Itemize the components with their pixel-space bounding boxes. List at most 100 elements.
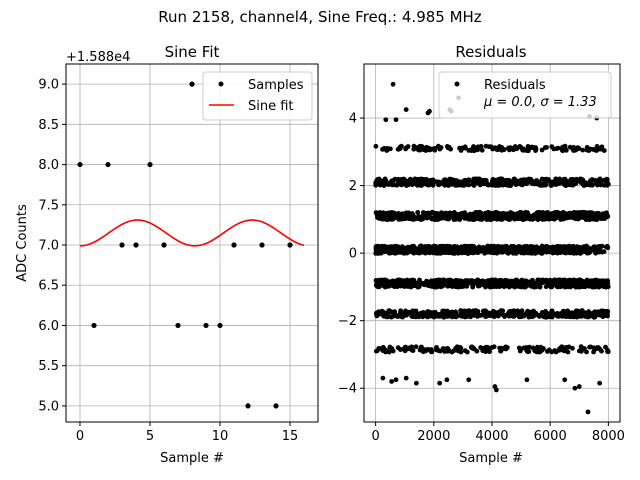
residual-point	[462, 212, 468, 218]
residual-point	[410, 348, 416, 353]
residual-point	[396, 277, 402, 283]
residual-point	[448, 250, 454, 256]
y-tick-label: 6.0	[38, 319, 59, 334]
residual-point	[401, 313, 407, 318]
residual-point	[557, 215, 563, 220]
residual-point	[384, 147, 390, 153]
residual-point	[469, 344, 475, 350]
residual-point	[582, 312, 588, 318]
residual-point	[475, 214, 481, 220]
residual-point	[586, 249, 592, 254]
residual-point	[399, 143, 404, 149]
y-tick-label: 8.5	[38, 118, 59, 133]
residual-point	[467, 248, 473, 254]
residual-point	[411, 308, 417, 314]
residual-point	[514, 277, 520, 283]
residual-point	[445, 212, 451, 217]
residual-point	[520, 280, 526, 286]
legend-residuals-stats: μ = 0.0, σ = 1.33	[483, 95, 597, 110]
residual-point	[516, 247, 522, 252]
residual-point	[598, 214, 604, 220]
sample-point	[259, 242, 265, 248]
residual-point	[550, 249, 556, 254]
residual-point	[482, 214, 488, 219]
residual-point	[509, 282, 515, 288]
legend-samples-marker	[218, 81, 224, 87]
residual-point	[565, 211, 571, 217]
residual-point	[483, 308, 489, 314]
residual-point	[602, 211, 608, 217]
residual-point	[462, 313, 468, 318]
residual-point	[500, 308, 506, 314]
residual-point	[543, 248, 548, 254]
residual-point	[589, 182, 595, 188]
residual-point	[545, 313, 550, 318]
residual-point	[582, 245, 588, 250]
residual-point	[576, 308, 582, 314]
residual-point	[530, 280, 536, 286]
residual-point	[521, 215, 526, 221]
residual-point	[399, 249, 404, 255]
residual-point	[536, 179, 542, 185]
residual-point	[441, 279, 446, 285]
residual-point	[592, 309, 598, 315]
sample-point	[217, 322, 223, 329]
figure-title: Run 2158, channel4, Sine Freq.: 4.985 MH…	[158, 8, 482, 26]
residual-point	[373, 244, 379, 250]
residual-point	[493, 387, 499, 393]
residual-point	[544, 277, 549, 283]
x-tick-label: 15	[282, 429, 299, 444]
y-tick-label: 7.0	[38, 239, 59, 254]
residual-point	[411, 146, 417, 152]
residual-point	[565, 349, 571, 355]
residual-point	[545, 213, 551, 219]
residual-point	[523, 211, 528, 216]
residual-point	[469, 309, 475, 315]
residual-point	[403, 216, 409, 222]
residual-point	[476, 283, 482, 289]
sine-fit-xlabel: Sample #	[160, 451, 224, 466]
residual-point	[383, 178, 389, 184]
residual-point	[558, 245, 564, 251]
residual-point	[377, 283, 382, 289]
residuals-legend: Residuals μ = 0.0, σ = 1.33	[438, 71, 612, 119]
residual-point	[524, 246, 530, 252]
sample-point	[273, 403, 279, 409]
residual-point	[389, 178, 394, 184]
residual-point	[501, 345, 507, 351]
residual-point	[537, 314, 542, 319]
residual-point	[431, 178, 437, 184]
residual-point	[438, 214, 443, 220]
residual-point	[514, 211, 520, 217]
residual-point	[445, 216, 451, 222]
residual-point	[452, 212, 458, 218]
residual-point	[576, 384, 582, 389]
residual-point	[485, 209, 491, 215]
residual-point	[604, 243, 610, 249]
residual-point	[440, 308, 446, 314]
residual-point	[558, 344, 564, 350]
residual-point	[437, 146, 443, 152]
residual-point	[446, 310, 452, 316]
residual-point	[418, 243, 424, 249]
residual-point	[488, 182, 494, 188]
residuals-panel: Residuals 0 2000 4000 6000 8000 −4 −2 0 2 4 Sampl…	[338, 43, 625, 466]
residual-point	[455, 348, 461, 354]
residual-point	[548, 181, 554, 187]
residual-point	[390, 348, 396, 354]
residual-point	[594, 182, 600, 188]
residual-point	[580, 309, 586, 314]
residual-point	[540, 182, 546, 188]
residual-point	[392, 309, 397, 315]
sample-point	[203, 322, 209, 329]
residual-point	[486, 214, 492, 220]
residual-point	[562, 377, 568, 383]
x-tick-label: 2000	[417, 429, 450, 444]
y-tick-label: −4	[338, 382, 357, 397]
residual-point	[589, 177, 595, 182]
residual-point	[572, 385, 578, 391]
sample-point	[231, 242, 237, 248]
residual-point	[463, 249, 469, 254]
residual-point	[559, 145, 565, 151]
